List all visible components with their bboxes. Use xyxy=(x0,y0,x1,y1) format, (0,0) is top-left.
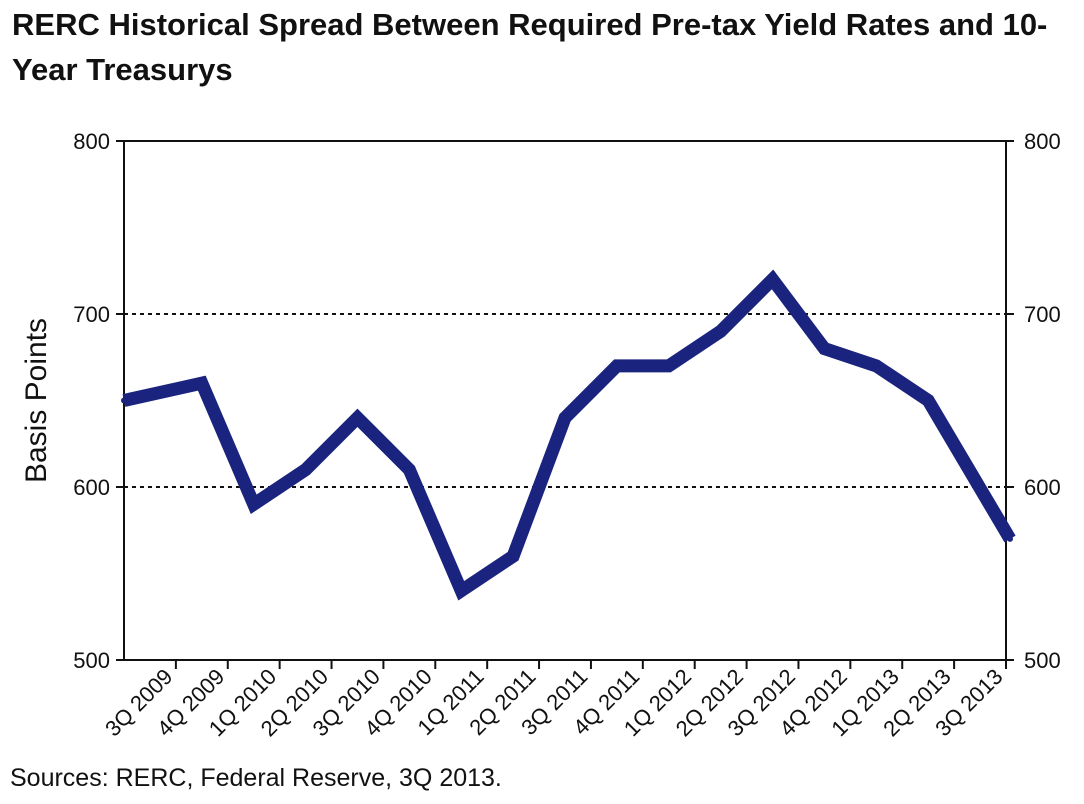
y-tick-label: 600 xyxy=(73,475,110,500)
chart-title: RERC Historical Spread Between Required … xyxy=(12,7,1048,87)
data-point-2Q-2012 xyxy=(717,328,724,335)
y-tick-label: 700 xyxy=(73,302,110,327)
data-point-4Q-2009 xyxy=(198,380,205,387)
y-tick-label: 500 xyxy=(73,648,110,673)
data-point-4Q-2011 xyxy=(613,362,620,369)
data-point-2Q-2013 xyxy=(925,397,932,404)
y2-tick-label: 500 xyxy=(1024,648,1061,673)
data-point-3Q-2012 xyxy=(769,276,776,283)
data-point-1Q-2010 xyxy=(250,501,257,508)
data-point-2Q-2010 xyxy=(302,466,309,473)
series-line xyxy=(122,269,1016,601)
y2-tick-label: 700 xyxy=(1024,302,1061,327)
data-point-4Q-2010 xyxy=(406,466,413,473)
y2-tick-label: 800 xyxy=(1024,129,1061,154)
data-point-1Q-2011 xyxy=(458,587,465,594)
data-point-2Q-2011 xyxy=(510,553,517,560)
data-point-3Q-2011 xyxy=(562,414,568,421)
data-point-1Q-2012 xyxy=(665,362,672,369)
data-point-1Q-2013 xyxy=(873,362,880,369)
data-point-3Q-2009 xyxy=(121,397,127,404)
series-spread xyxy=(121,269,1016,601)
data-point-3Q-2013 xyxy=(1007,535,1013,542)
data-point-3Q-2010 xyxy=(354,414,361,421)
y-axis-title: Basis Points xyxy=(20,318,53,483)
data-point-4Q-2012 xyxy=(821,345,828,352)
source-note: Sources: RERC, Federal Reserve, 3Q 2013. xyxy=(10,764,502,792)
axes xyxy=(116,140,1014,669)
y2-tick-label: 600 xyxy=(1024,475,1061,500)
gridlines xyxy=(124,313,1006,488)
y-tick-label: 800 xyxy=(73,129,110,154)
